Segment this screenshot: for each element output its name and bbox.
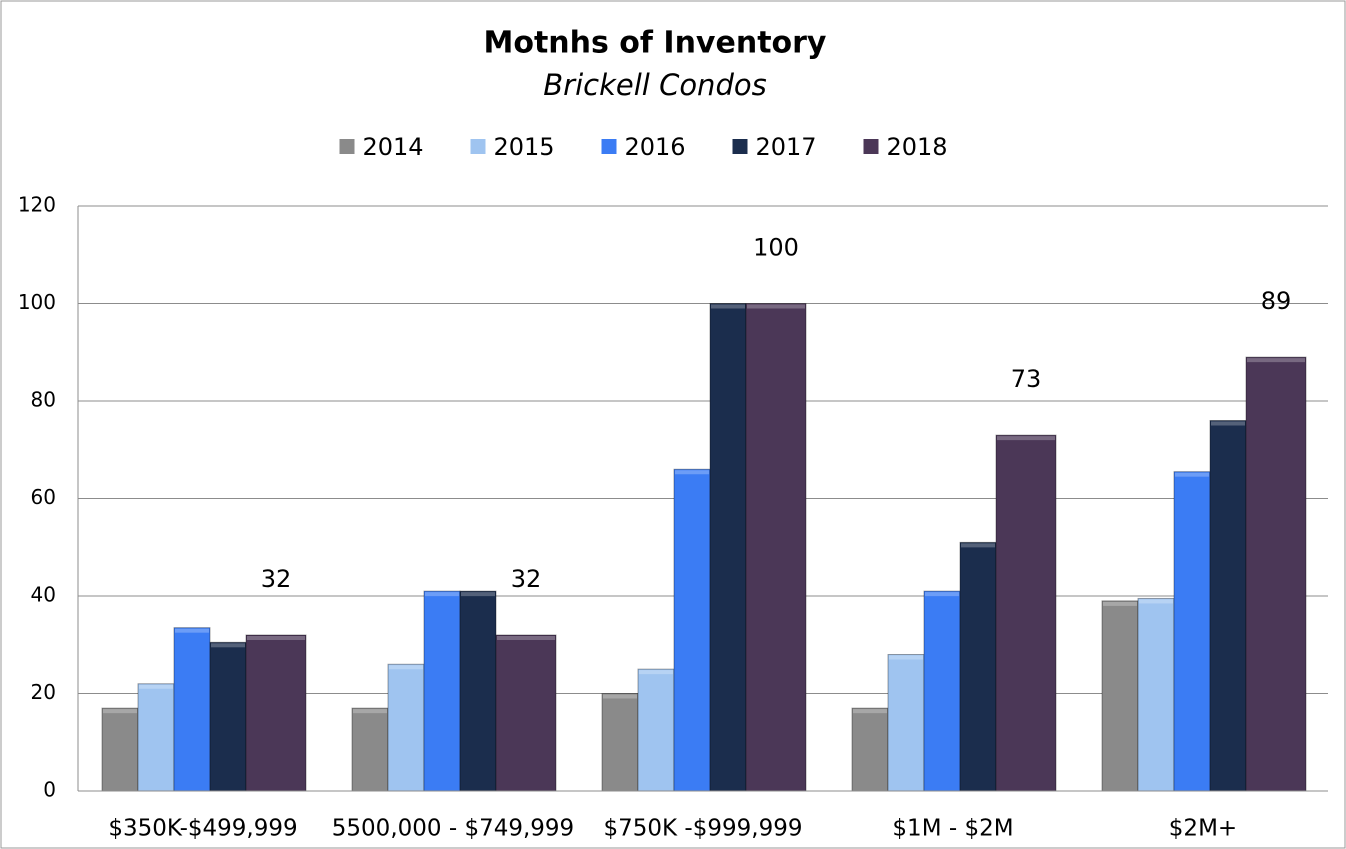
legend-swatch <box>339 139 355 154</box>
bar <box>745 303 807 792</box>
x-tick-label: $350K-$499,999 <box>108 816 297 842</box>
legend-label: 2016 <box>625 133 686 161</box>
bar-highlight <box>853 709 887 714</box>
legend-label: 2018 <box>887 133 948 161</box>
y-tick-label: 40 <box>31 583 56 607</box>
bar-highlight <box>711 304 745 309</box>
bar <box>101 707 139 792</box>
bar <box>1101 600 1139 792</box>
bar-highlight <box>247 636 305 640</box>
x-tick-label: $1M - $2M <box>892 816 1013 842</box>
legend-label: 2017 <box>756 133 817 161</box>
x-tick-label: $750K -$999,999 <box>604 816 803 842</box>
bar-highlight <box>139 684 173 689</box>
y-tick-label: 80 <box>31 388 56 412</box>
bar-highlight <box>103 709 137 714</box>
bar-highlight <box>1139 599 1173 604</box>
bar <box>209 641 247 792</box>
bar-highlight <box>603 694 637 699</box>
bar-highlight <box>353 709 387 714</box>
bar-highlight <box>1103 601 1137 606</box>
legend-label: 2014 <box>363 133 424 161</box>
bar-highlight <box>1211 421 1245 426</box>
legend-swatch <box>601 139 617 154</box>
bar <box>137 683 175 792</box>
legend-swatch <box>732 139 748 154</box>
bar-highlight <box>425 592 459 597</box>
bar <box>459 590 497 792</box>
bar <box>173 627 211 792</box>
bar <box>423 590 461 792</box>
bar <box>1173 471 1211 792</box>
bar-highlight <box>997 436 1055 441</box>
chart-title: Motnhs of Inventory <box>483 26 826 61</box>
bar <box>1137 597 1175 792</box>
legend-label: 2015 <box>494 133 555 161</box>
bar-highlight <box>1247 358 1305 363</box>
bar <box>673 468 711 792</box>
bar <box>851 707 889 792</box>
data-label: 89 <box>1261 287 1292 315</box>
x-tick-label: 5500,000 - $749,999 <box>332 816 574 842</box>
bar-highlight <box>461 592 495 597</box>
bar-highlight <box>747 304 805 309</box>
bar <box>601 693 639 792</box>
y-tick-label: 0 <box>43 778 56 802</box>
bar-highlight <box>889 655 923 660</box>
bar-highlight <box>1175 472 1209 477</box>
y-tick-label: 120 <box>18 193 56 217</box>
bar-highlight <box>175 628 209 633</box>
bar <box>887 654 925 792</box>
y-tick-label: 60 <box>31 485 56 509</box>
data-label: 73 <box>1011 365 1042 393</box>
bar <box>637 668 675 792</box>
bar-highlight <box>497 636 555 640</box>
bar <box>351 707 389 792</box>
bar-highlight <box>675 470 709 475</box>
bar-highlight <box>389 665 423 670</box>
bar-highlight <box>639 670 673 675</box>
data-label: 100 <box>753 234 799 262</box>
legend-swatch <box>470 139 486 154</box>
bar-highlight <box>925 592 959 597</box>
chart-subtitle: Brickell Condos <box>543 68 766 102</box>
bar <box>387 663 425 792</box>
data-label: 32 <box>511 565 542 593</box>
bar <box>245 634 307 792</box>
y-tick-label: 20 <box>31 680 56 704</box>
bar <box>1245 356 1307 792</box>
bar <box>959 541 997 792</box>
x-tick-label: $2M+ <box>1169 816 1237 842</box>
bar-highlight <box>961 543 995 548</box>
bar-highlight <box>211 643 245 648</box>
bar <box>995 434 1057 792</box>
data-label: 32 <box>261 565 292 593</box>
bar <box>495 634 557 792</box>
bar <box>1209 420 1247 792</box>
bar <box>709 303 747 792</box>
y-tick-label: 100 <box>18 290 56 314</box>
legend-swatch <box>863 139 879 154</box>
bar <box>923 590 961 792</box>
